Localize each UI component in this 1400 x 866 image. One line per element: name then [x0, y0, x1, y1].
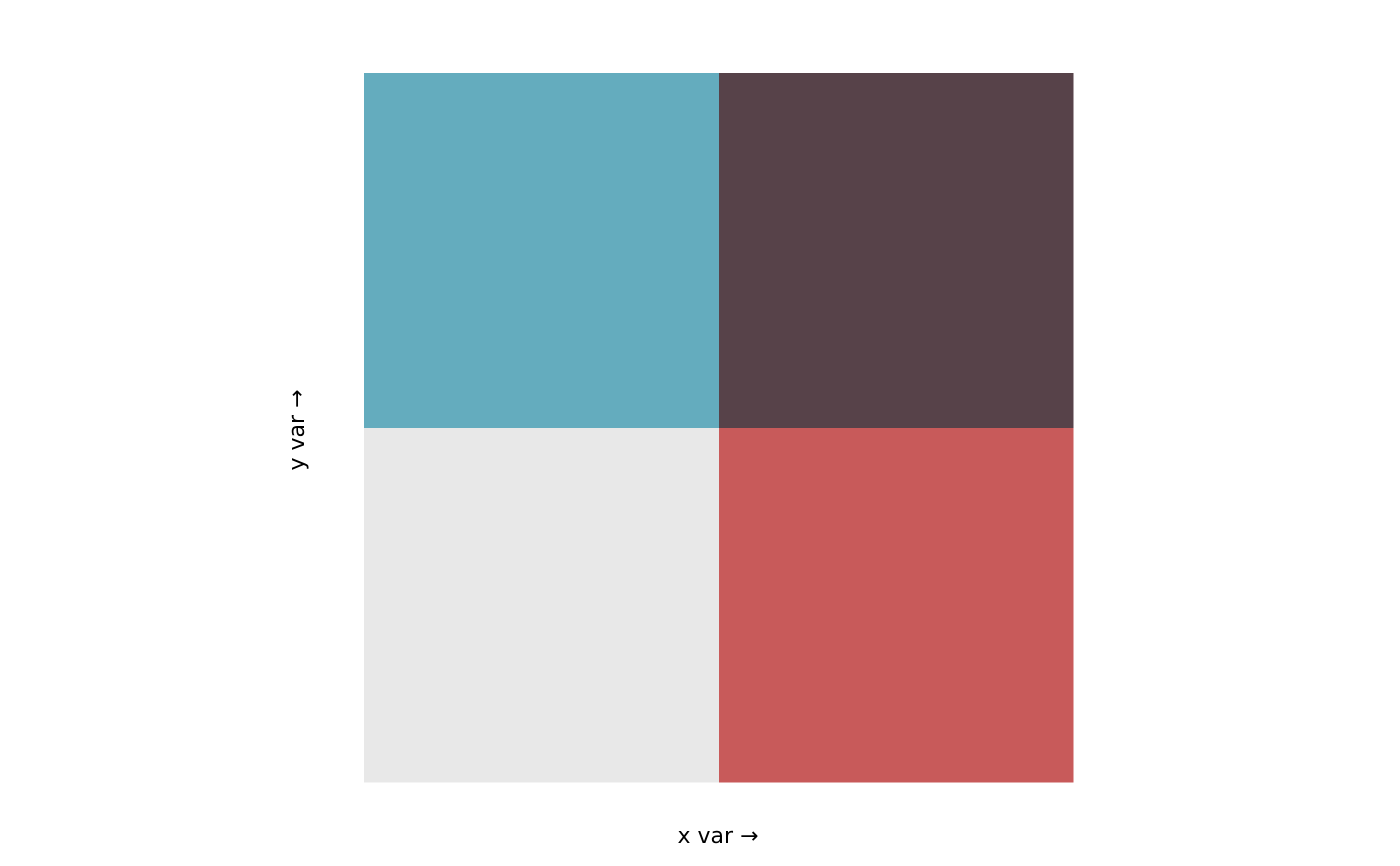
tile [718, 73, 1074, 428]
tile [364, 427, 719, 783]
x-axis-label: x var → [678, 824, 759, 849]
tile [364, 73, 719, 428]
tile [718, 427, 1074, 783]
y-axis-label: y var → [285, 390, 310, 471]
